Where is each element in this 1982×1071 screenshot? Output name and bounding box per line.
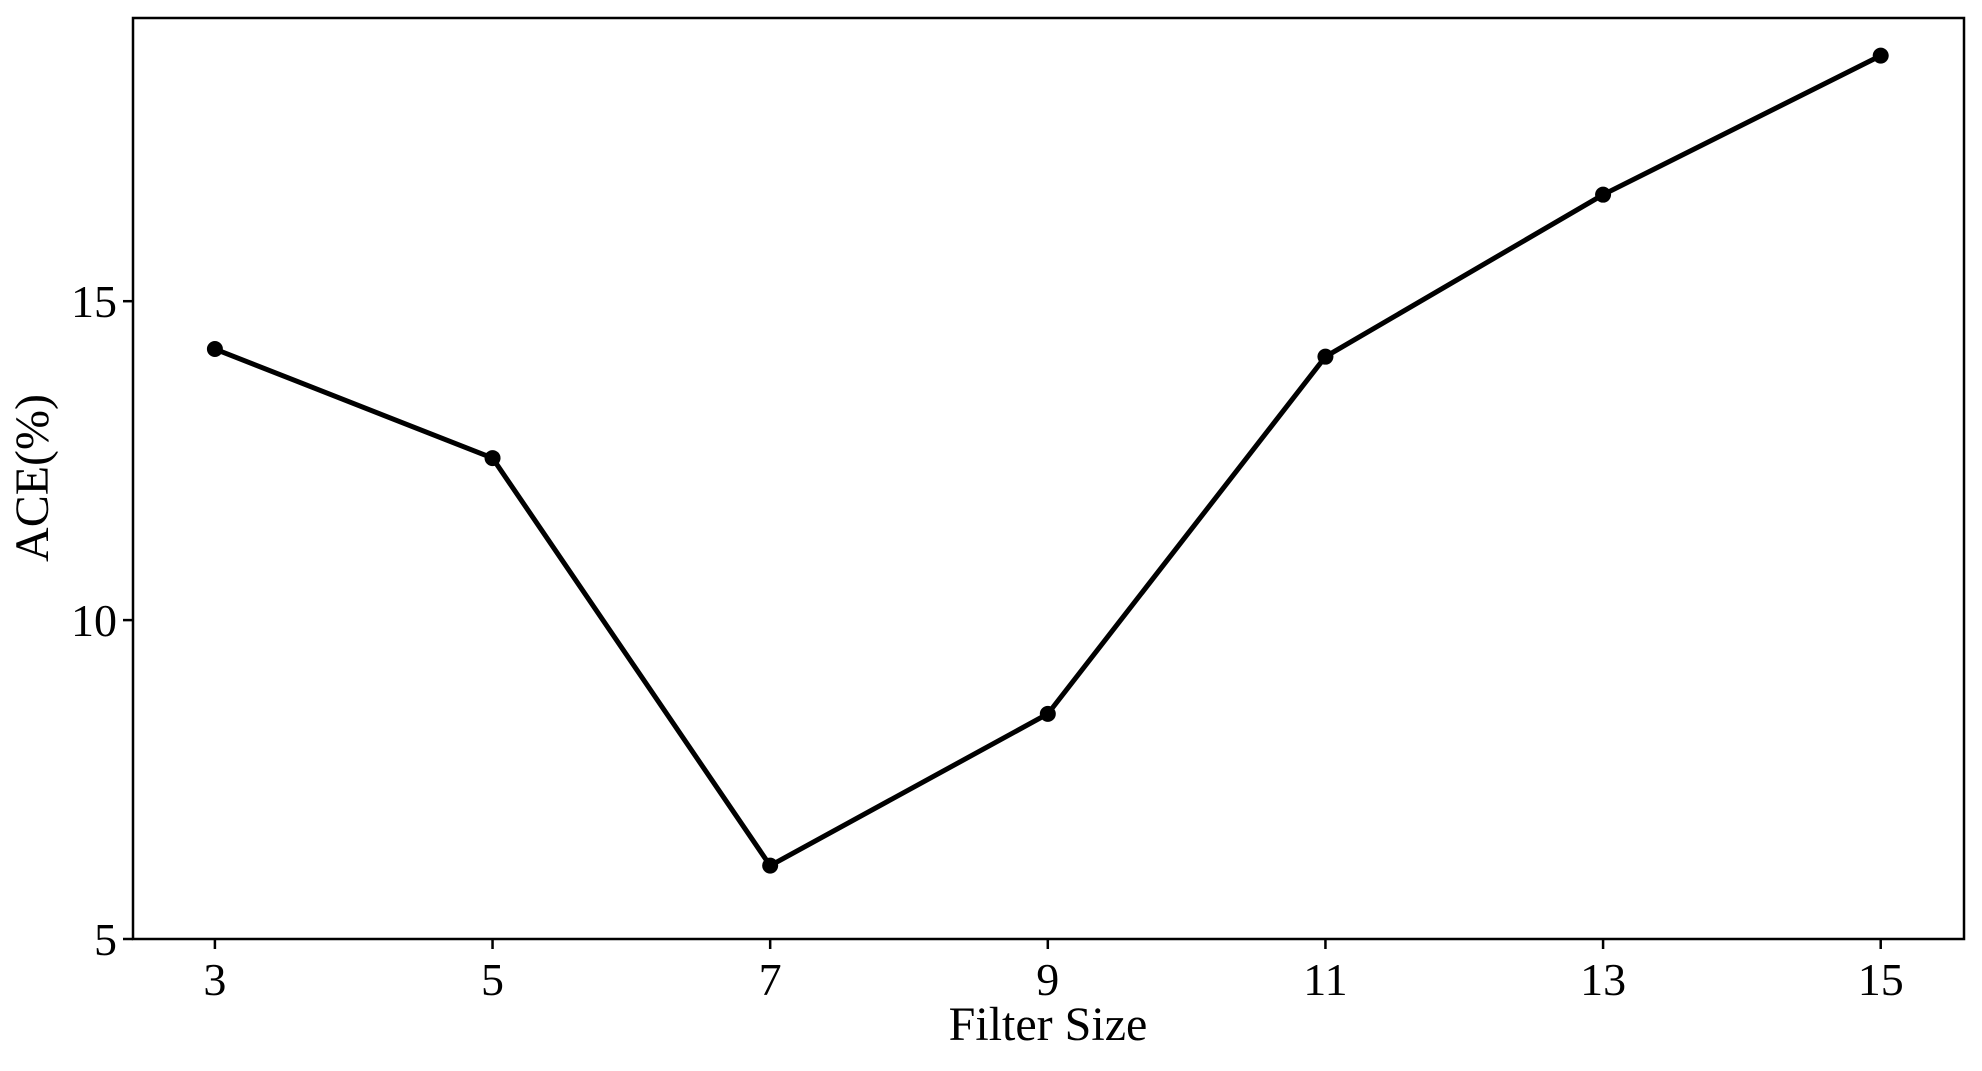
- y-tick-label: 10: [71, 595, 117, 646]
- data-point: [484, 450, 501, 467]
- data-point: [1872, 47, 1889, 64]
- plot-frame: [131, 16, 1966, 941]
- y-axis-label: ACE(%): [6, 394, 59, 562]
- x-tick-label: 5: [481, 954, 504, 1005]
- x-tick-label: 3: [203, 954, 226, 1005]
- data-point: [762, 857, 779, 874]
- data-line: [213, 53, 1882, 869]
- x-tick-label: 7: [759, 954, 782, 1005]
- x-tick-label: 15: [1858, 954, 1904, 1005]
- y-tick-label: 5: [94, 914, 117, 965]
- x-tick-label: 13: [1580, 954, 1626, 1005]
- data-point: [1595, 186, 1612, 203]
- data-point: [1317, 348, 1334, 365]
- data-point: [206, 341, 223, 358]
- y-tick-label: 15: [71, 276, 117, 327]
- x-axis-label: Filter Size: [949, 998, 1148, 1051]
- x-tick-label: 9: [1036, 954, 1059, 1005]
- data-point: [1039, 705, 1056, 722]
- x-tick-label: 11: [1303, 954, 1347, 1005]
